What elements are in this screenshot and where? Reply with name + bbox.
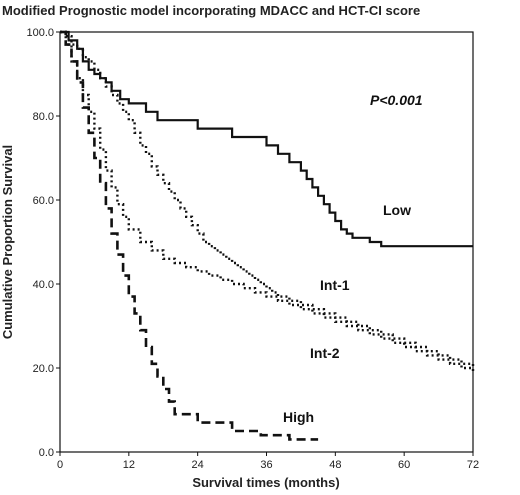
y-tick-label: 100.0 xyxy=(26,27,54,39)
series-label-int-1: Int-1 xyxy=(320,277,350,293)
chart-title: Modified Prognostic model incorporating … xyxy=(2,3,420,18)
y-axis: 0.0 20.0 40.0 60.0 80.0 100.0 xyxy=(26,27,60,459)
series-line-high xyxy=(60,30,319,441)
y-axis-title: Cumulative Proportion Survival xyxy=(0,145,15,339)
series-label-low: Low xyxy=(383,202,411,218)
x-tick-label: 48 xyxy=(329,459,341,471)
y-tick-label: 80.0 xyxy=(33,111,54,123)
x-tick-label: 12 xyxy=(123,459,135,471)
x-axis: 0 12 24 36 48 60 72 xyxy=(57,452,479,471)
x-tick-label: 24 xyxy=(192,459,204,471)
x-tick-label: 72 xyxy=(467,459,479,471)
series-line-low xyxy=(60,30,473,248)
series-line-int-1 xyxy=(60,30,475,368)
y-tick-label: 0.0 xyxy=(39,447,54,459)
x-tick-label: 60 xyxy=(398,459,410,471)
y-tick-label: 20.0 xyxy=(33,363,54,375)
series-layer xyxy=(60,30,475,441)
series-line-int-2 xyxy=(60,30,475,373)
x-axis-title: Survival times (months) xyxy=(192,475,339,490)
x-tick-label: 0 xyxy=(57,459,63,471)
p-value-annotation: P<0.001 xyxy=(370,92,423,108)
y-tick-label: 60.0 xyxy=(33,195,54,207)
x-tick-label: 36 xyxy=(260,459,272,471)
series-label-high: High xyxy=(283,409,314,425)
y-tick-label: 40.0 xyxy=(33,279,54,291)
series-label-int-2: Int-2 xyxy=(310,345,340,361)
